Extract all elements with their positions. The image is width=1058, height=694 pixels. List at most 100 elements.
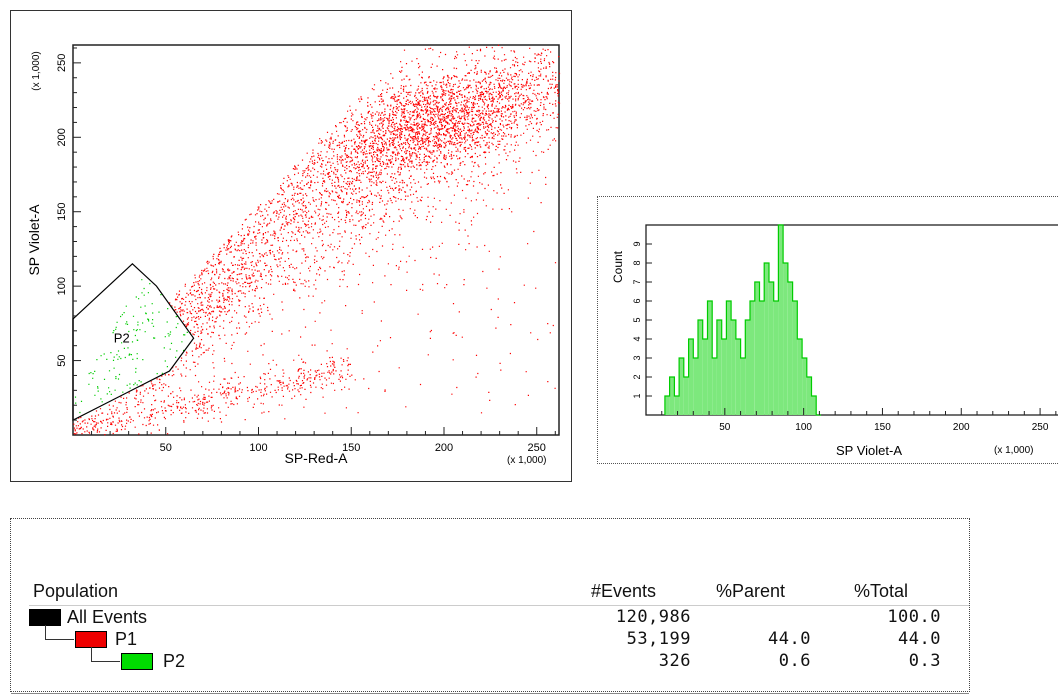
tree-connector bbox=[91, 647, 120, 662]
histogram-panel: 1 2 3 4 5 6 7 8 9 50 100 150 200 250 SP Violet-A Coun… bbox=[597, 196, 1058, 464]
population-events: 120,986 bbox=[615, 607, 691, 627]
histogram: 1 2 3 4 5 6 7 8 9 50 100 150 200 250 SP Violet-A Coun… bbox=[611, 224, 1058, 458]
histogram-bar bbox=[721, 339, 727, 415]
header-population: Population bbox=[33, 581, 119, 601]
population-parent: 0.6 bbox=[778, 651, 811, 671]
population-color-swatch bbox=[121, 653, 153, 670]
population-total: 100.0 bbox=[887, 607, 941, 627]
histogram-bar bbox=[759, 301, 765, 415]
y-tick-label: 100 bbox=[56, 277, 68, 295]
histogram-outline bbox=[664, 224, 821, 416]
population-name: P2 bbox=[163, 651, 186, 671]
population-name: P1 bbox=[115, 629, 138, 649]
histogram-bar bbox=[664, 396, 670, 415]
table-row[interactable]: All Events 120,986 100.0 bbox=[11, 607, 969, 629]
x-tick-label: 200 bbox=[435, 442, 453, 454]
histogram-bar bbox=[754, 282, 760, 415]
histogram-bar bbox=[764, 263, 769, 415]
x-tick-label: 100 bbox=[249, 442, 267, 454]
histogram-bar bbox=[698, 320, 703, 415]
scatter-points bbox=[73, 44, 561, 436]
y-tick-label: 200 bbox=[56, 128, 68, 146]
histogram-bar bbox=[750, 301, 755, 415]
histogram-bars bbox=[664, 224, 821, 416]
histogram-bar bbox=[731, 320, 736, 415]
header-parent: %Parent bbox=[716, 581, 786, 601]
y-tick-label: 1 bbox=[632, 393, 642, 398]
x-tick-label: 250 bbox=[1032, 422, 1049, 433]
histogram-bar bbox=[778, 225, 784, 415]
population-color-swatch bbox=[29, 609, 61, 626]
header-total: %Total bbox=[854, 581, 909, 601]
scatter-ylabel: SP Violet-A bbox=[26, 204, 42, 276]
y-tick-label: 9 bbox=[632, 241, 642, 246]
y-tick-label: 6 bbox=[632, 298, 642, 303]
histogram-x-multiplier: (x 1,000) bbox=[994, 445, 1033, 456]
x-tick-label: 150 bbox=[342, 442, 360, 454]
histogram-bar bbox=[783, 263, 788, 415]
table-row[interactable]: P1 53,199 44.0 44.0 bbox=[11, 625, 969, 651]
histogram-bar bbox=[797, 339, 802, 415]
y-tick-label: 3 bbox=[632, 355, 642, 360]
histogram-bar bbox=[745, 320, 750, 415]
histogram-bar bbox=[707, 301, 713, 415]
x-tick-label: 150 bbox=[874, 422, 891, 433]
histogram-bar bbox=[688, 339, 694, 415]
table-header: Population #Events %Parent %Total bbox=[11, 581, 969, 605]
header-divider bbox=[29, 605, 969, 606]
population-parent: 44.0 bbox=[768, 629, 811, 649]
x-tick-label: 200 bbox=[953, 422, 970, 433]
scatter-axes: 50 100 150 200 250 50 100 150 200 250 bbox=[56, 47, 556, 454]
histogram-axes: 1 2 3 4 5 6 7 8 9 50 100 150 200 250 bbox=[632, 241, 1057, 433]
population-total: 44.0 bbox=[898, 629, 941, 649]
histogram-bar bbox=[769, 282, 774, 415]
x-tick-label: 50 bbox=[719, 422, 731, 433]
population-total: 0.3 bbox=[908, 651, 941, 671]
y-tick-label: 4 bbox=[632, 336, 642, 341]
histogram-bar bbox=[735, 339, 741, 415]
tree-connector bbox=[45, 625, 74, 640]
scatter-plot-panel: P2 50 100 150 200 250 50 100 150 200 250 SP-Red-A… bbox=[10, 10, 572, 482]
y-tick-label: 5 bbox=[632, 317, 642, 322]
population-color-swatch bbox=[75, 631, 107, 648]
histogram-bar bbox=[811, 396, 817, 415]
y-tick-label: 2 bbox=[632, 374, 642, 379]
population-events: 53,199 bbox=[626, 629, 691, 649]
population-parent bbox=[691, 607, 811, 627]
table-row[interactable]: P2 326 0.6 0.3 bbox=[11, 647, 969, 673]
histogram-bar bbox=[712, 358, 717, 415]
histogram-bar bbox=[792, 301, 798, 415]
histogram-bar bbox=[679, 358, 684, 415]
scatter-xlabel: SP-Red-A bbox=[284, 450, 348, 466]
scatter-y-multiplier: (x 1,000) bbox=[31, 51, 42, 90]
y-tick-label: 150 bbox=[56, 203, 68, 221]
scatter-x-multiplier: (x 1,000) bbox=[507, 455, 546, 466]
histogram-bar bbox=[702, 339, 708, 415]
histogram-bar bbox=[802, 358, 807, 415]
population-statistics-panel: Population #Events %Parent %Total All Ev… bbox=[10, 518, 970, 694]
p1-events bbox=[73, 44, 561, 436]
x-tick-label: 250 bbox=[528, 442, 546, 454]
population-events: 326 bbox=[658, 651, 691, 671]
histogram-xlabel: SP Violet-A bbox=[836, 443, 902, 458]
histogram-ylabel: Count bbox=[611, 250, 625, 283]
gate-label: P2 bbox=[114, 331, 130, 346]
histogram-bar bbox=[716, 320, 722, 415]
y-tick-label: 50 bbox=[56, 354, 68, 366]
population-name: All Events bbox=[67, 607, 148, 627]
histogram-bar bbox=[740, 358, 746, 415]
histogram-bar bbox=[674, 396, 680, 415]
histogram-bar bbox=[683, 377, 689, 415]
histogram-bar bbox=[669, 377, 675, 415]
y-tick-label: 7 bbox=[632, 279, 642, 284]
histogram-bar bbox=[806, 377, 812, 415]
histogram-bar bbox=[693, 358, 698, 415]
y-tick-label: 250 bbox=[56, 54, 68, 72]
histogram-bar bbox=[787, 282, 793, 415]
y-tick-label: 8 bbox=[632, 260, 642, 265]
p2-events bbox=[74, 279, 192, 414]
histogram-bar bbox=[726, 301, 732, 415]
header-events: #Events bbox=[591, 581, 657, 601]
x-tick-label: 100 bbox=[795, 422, 812, 433]
histogram-bar bbox=[773, 301, 779, 415]
